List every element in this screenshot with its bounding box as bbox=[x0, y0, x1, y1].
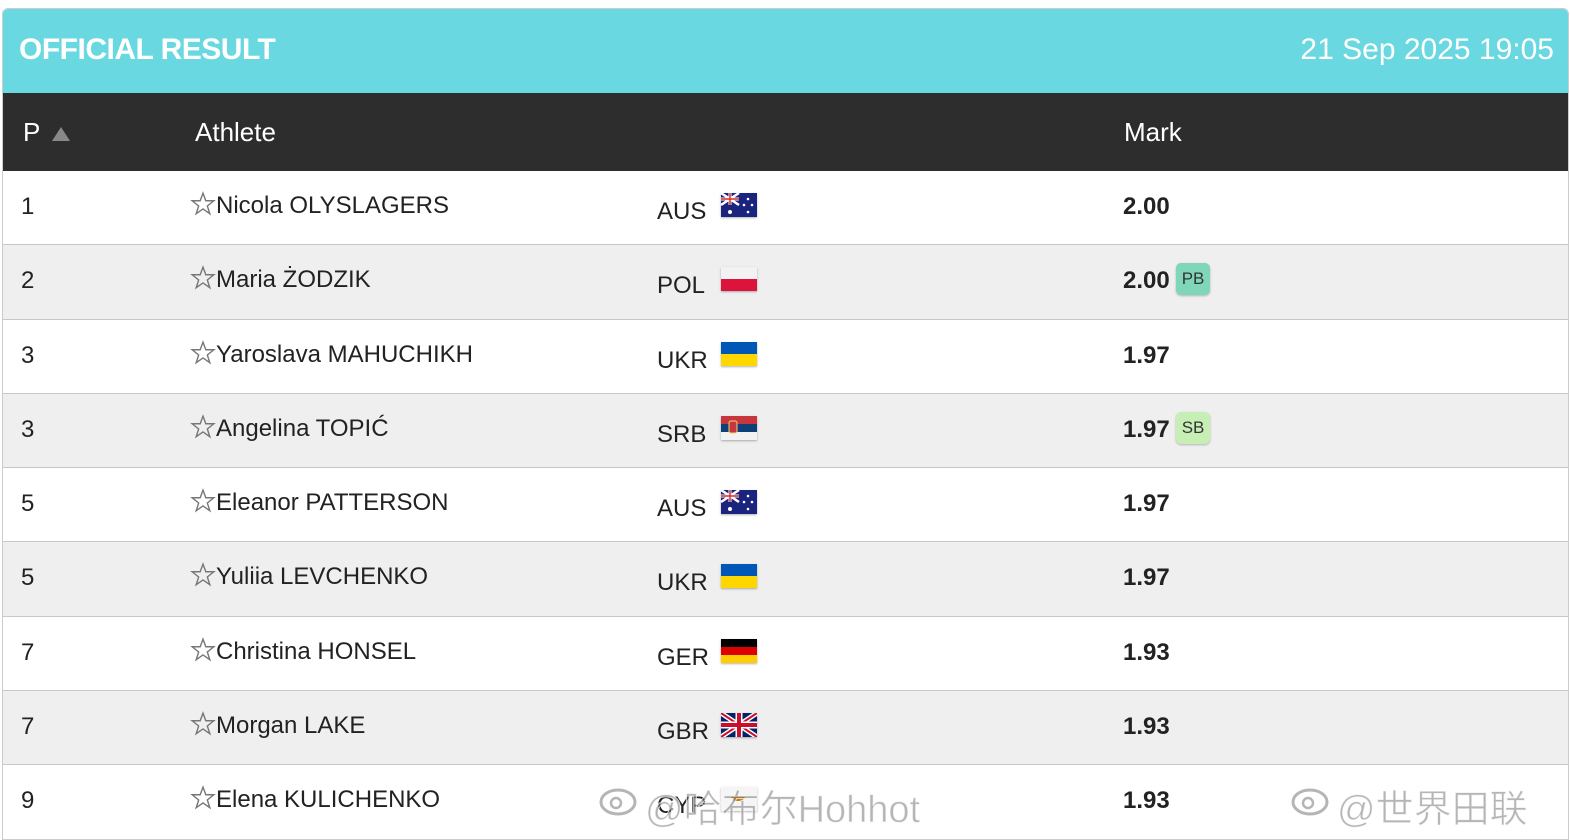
col-athlete: Athlete bbox=[195, 117, 276, 147]
position: 7 bbox=[21, 638, 35, 666]
athlete-name[interactable]: Christina HONSEL bbox=[216, 637, 417, 665]
title-bar: OFFICIAL RESULT 21 Sep 2025 19:05 bbox=[3, 9, 1568, 93]
col-position[interactable]: P bbox=[23, 117, 41, 147]
result-row: 5 Yuliia LEVCHENKO UKR 1.97 bbox=[3, 542, 1568, 617]
result-row: 3 Angelina TOPIĆ SRB 1.97 SB bbox=[3, 393, 1568, 469]
mark: 1.97 bbox=[1123, 415, 1170, 443]
athlete-name[interactable]: Eleanor PATTERSON bbox=[216, 489, 449, 517]
country-code: CYP bbox=[657, 792, 707, 820]
position: 7 bbox=[21, 713, 35, 741]
country-code: GBR bbox=[657, 718, 710, 746]
country-code: UKR bbox=[657, 569, 708, 597]
country-flag bbox=[721, 415, 757, 447]
favorite-star[interactable] bbox=[190, 339, 216, 373]
position: 5 bbox=[21, 490, 35, 518]
mark: 1.97 bbox=[1123, 564, 1170, 592]
favorite-star[interactable] bbox=[190, 636, 216, 670]
favorite-star[interactable] bbox=[190, 488, 216, 521]
country-flag bbox=[721, 787, 757, 818]
table-header: P Athlete Mark bbox=[3, 93, 1568, 171]
record-badge: PB bbox=[1175, 263, 1211, 296]
table-body: 1 Nicola OLYSLAGERS AUS 2.00 2 Maria ŻODZIK PO… bbox=[3, 171, 1568, 839]
weibo-logo bbox=[599, 788, 637, 816]
athlete-name[interactable]: Elena KULICHENKO bbox=[216, 786, 441, 814]
position: 1 bbox=[21, 193, 35, 220]
mark: 1.97 bbox=[1123, 490, 1170, 518]
athlete-name[interactable]: Morgan LAKE bbox=[216, 712, 366, 740]
favorite-star[interactable] bbox=[190, 414, 216, 447]
mark: 2.00 bbox=[1123, 267, 1170, 295]
col-mark: Mark bbox=[1124, 117, 1182, 147]
position: 3 bbox=[21, 415, 35, 443]
result-row: 2 Maria ŻODZIK POL 2.00 PB bbox=[3, 245, 1568, 320]
athlete-name[interactable]: Angelina TOPIĆ bbox=[216, 414, 389, 442]
weibo-logo bbox=[1291, 788, 1329, 816]
result-row: 7 Christina HONSEL GER 1.93 bbox=[3, 617, 1568, 692]
athlete-name[interactable]: Maria ŻODZIK bbox=[216, 266, 371, 294]
mark: 1.93 bbox=[1123, 787, 1170, 815]
country-flag bbox=[721, 564, 757, 595]
country-code: UKR bbox=[657, 346, 708, 374]
watermark: @哈布尔Hohhot bbox=[644, 789, 921, 832]
country-code: SRB bbox=[657, 420, 707, 448]
results-panel: OFFICIAL RESULT 21 Sep 2025 19:05 P Athl… bbox=[2, 8, 1569, 840]
datetime: 21 Sep 2025 19:05 bbox=[1300, 33, 1554, 66]
result-row: 9 Elena KULICHENKO CYP 1.93 bbox=[3, 765, 1568, 839]
country-code: AUS bbox=[657, 495, 707, 523]
country-flag bbox=[719, 710, 759, 744]
favorite-star[interactable] bbox=[190, 562, 216, 595]
mark: 1.93 bbox=[1123, 713, 1170, 741]
favorite-star[interactable] bbox=[190, 191, 216, 224]
athlete-name[interactable]: Nicola OLYSLAGERS bbox=[216, 192, 449, 219]
country-flag bbox=[721, 341, 757, 373]
athlete-name[interactable]: Yuliia LEVCHENKO bbox=[216, 563, 429, 591]
country-flag bbox=[720, 489, 757, 521]
favorite-star[interactable] bbox=[190, 785, 216, 818]
athlete-name[interactable]: Yaroslava MAHUCHIKH bbox=[216, 340, 473, 368]
country-code: AUS bbox=[657, 198, 707, 225]
result-row: 1 Nicola OLYSLAGERS AUS 2.00 bbox=[3, 171, 1568, 246]
country-flag bbox=[721, 638, 757, 670]
result-row: 5 Eleanor PATTERSON AUS 1.97 bbox=[3, 468, 1568, 543]
result-row: 7 Morgan LAKE GBR 1.93 bbox=[3, 691, 1568, 766]
result-row: 3 Yaroslava MAHUCHIKH UKR 1.97 bbox=[3, 320, 1568, 394]
title: OFFICIAL RESULT bbox=[19, 33, 276, 66]
country-flag bbox=[720, 191, 757, 224]
country-flag bbox=[721, 267, 757, 298]
position: 3 bbox=[21, 341, 35, 369]
favorite-star[interactable] bbox=[190, 265, 216, 298]
position: 5 bbox=[21, 564, 35, 592]
position: 9 bbox=[21, 787, 35, 815]
mark: 1.97 bbox=[1123, 341, 1170, 369]
record-badge: SB bbox=[1175, 411, 1211, 444]
sort-arrow[interactable] bbox=[51, 126, 71, 142]
mark: 1.93 bbox=[1123, 638, 1170, 666]
mark: 2.00 bbox=[1123, 193, 1170, 220]
watermark: @世界田联 bbox=[1337, 789, 1529, 832]
country-code: POL bbox=[657, 272, 706, 300]
position: 2 bbox=[21, 267, 35, 295]
country-code: GER bbox=[657, 643, 710, 671]
favorite-star[interactable] bbox=[190, 711, 216, 744]
